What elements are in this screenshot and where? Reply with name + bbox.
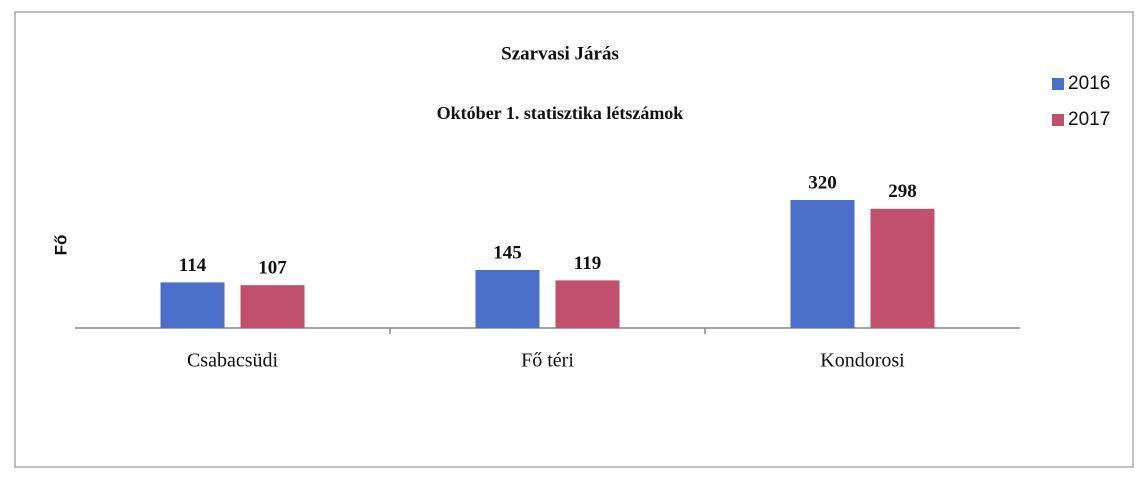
data-label: 107 bbox=[258, 258, 287, 279]
y-axis-label: Fő bbox=[51, 235, 70, 256]
bar bbox=[475, 270, 540, 328]
bar bbox=[240, 285, 305, 328]
data-label: 298 bbox=[888, 181, 917, 202]
x-tick-label: Fő téri bbox=[521, 350, 574, 372]
x-tick-label: Csabacsüdi bbox=[187, 350, 279, 372]
data-label: 119 bbox=[574, 253, 601, 274]
legend-swatch bbox=[1052, 114, 1064, 126]
data-label: 320 bbox=[808, 172, 837, 193]
legend-label: 2017 bbox=[1068, 109, 1110, 130]
bar bbox=[790, 200, 855, 328]
legend-swatch bbox=[1052, 78, 1064, 90]
legend-label: 2016 bbox=[1068, 73, 1110, 94]
x-tick-label: Kondorosi bbox=[820, 350, 905, 372]
chart-title: Szarvasi Járás bbox=[501, 43, 619, 64]
frame bbox=[14, 11, 1134, 468]
data-label: 114 bbox=[179, 255, 207, 276]
bar bbox=[160, 282, 225, 328]
bar bbox=[555, 280, 620, 328]
chart-subtitle: Október 1. statisztika létszámok bbox=[437, 103, 684, 123]
data-label: 145 bbox=[493, 242, 522, 263]
bar bbox=[870, 208, 935, 328]
